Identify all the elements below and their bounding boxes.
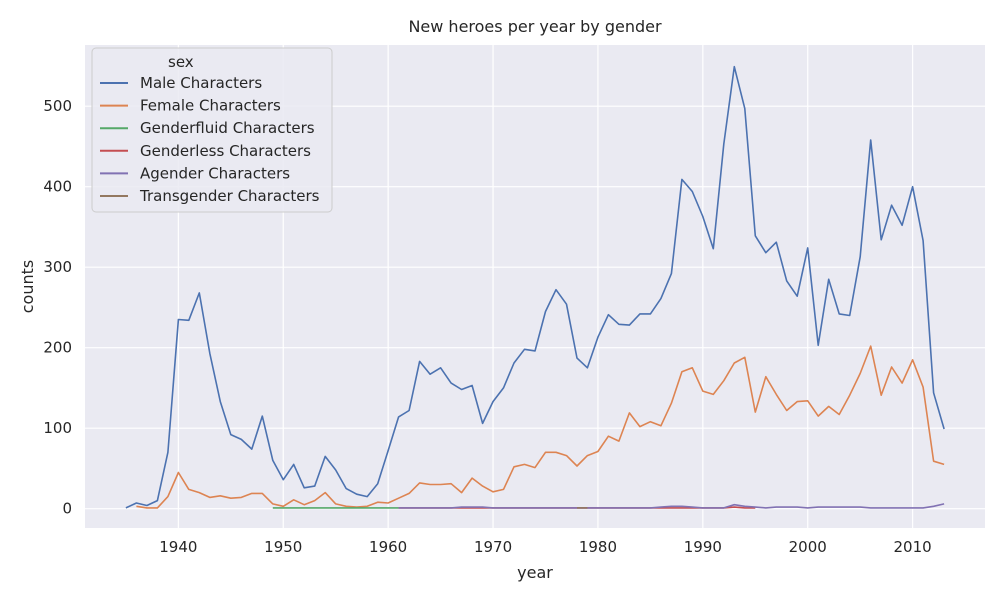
series-layer bbox=[125, 65, 945, 509]
legend-title: sex bbox=[168, 53, 194, 71]
x-tick-label: 1990 bbox=[684, 538, 722, 556]
y-tick-label: 300 bbox=[43, 258, 72, 276]
legend-label: Agender Characters bbox=[140, 164, 290, 182]
x-tick-label: 1960 bbox=[369, 538, 407, 556]
y-tick-label: 100 bbox=[43, 419, 72, 437]
y-tick-label: 500 bbox=[43, 97, 72, 115]
legend-items: Male Characters Female Characters Genderfl… bbox=[100, 74, 320, 205]
x-axis-ticks: 1940 1950 1960 1970 1980 1990 2000 2010 bbox=[159, 538, 931, 556]
legend-label: Transgender Characters bbox=[139, 187, 320, 205]
x-tick-label: 1980 bbox=[579, 538, 617, 556]
series-line-female-characters bbox=[136, 345, 945, 509]
series-line-male-characters bbox=[125, 65, 945, 509]
y-tick-label: 400 bbox=[43, 178, 72, 196]
y-tick-label: 0 bbox=[62, 500, 72, 518]
series-line-agender-characters bbox=[398, 503, 945, 509]
grid-lines bbox=[85, 45, 985, 528]
legend-label: Female Characters bbox=[140, 97, 281, 115]
chart-title: New heroes per year by gender bbox=[408, 17, 662, 36]
y-axis-ticks: 0 100 200 300 400 500 bbox=[43, 97, 72, 518]
y-axis-label: counts bbox=[18, 260, 37, 313]
legend-box bbox=[91, 47, 333, 213]
legend-label: Genderless Characters bbox=[140, 142, 311, 160]
x-tick-label: 2000 bbox=[789, 538, 827, 556]
x-tick-label: 1970 bbox=[474, 538, 512, 556]
x-axis-label: year bbox=[517, 563, 553, 582]
y-tick-label: 200 bbox=[43, 339, 72, 357]
x-tick-label: 1950 bbox=[264, 538, 302, 556]
legend-label: Genderfluid Characters bbox=[140, 119, 315, 137]
x-tick-label: 2010 bbox=[894, 538, 932, 556]
legend: sex Male Characters Female Characters Gend… bbox=[91, 47, 333, 213]
x-tick-label: 1940 bbox=[159, 538, 197, 556]
legend-label: Male Characters bbox=[140, 74, 262, 92]
